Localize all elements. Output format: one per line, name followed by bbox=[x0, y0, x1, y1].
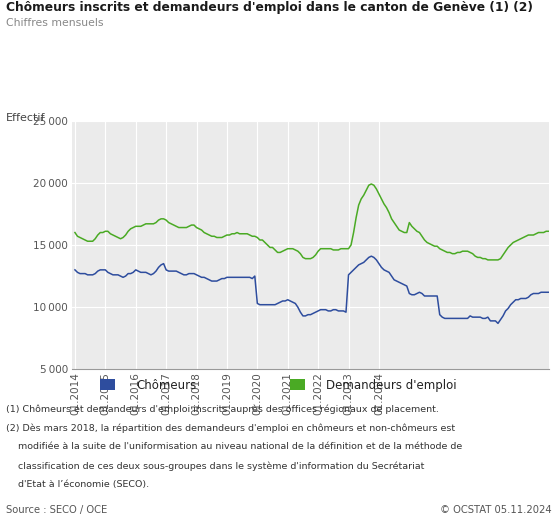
Text: Chômeurs: Chômeurs bbox=[136, 379, 197, 392]
Text: (1) Chômeurs et demandeurs d'emploi inscrits auprès des offices régionaux de pla: (1) Chômeurs et demandeurs d'emploi insc… bbox=[6, 405, 438, 414]
Text: Demandeurs d'emploi: Demandeurs d'emploi bbox=[326, 379, 457, 392]
Text: © OCSTAT 05.11.2024: © OCSTAT 05.11.2024 bbox=[440, 505, 551, 515]
Text: modifiée à la suite de l'uniformisation au niveau national de la définition et d: modifiée à la suite de l'uniformisation … bbox=[6, 442, 462, 451]
Text: Source : SECO / OCE: Source : SECO / OCE bbox=[6, 505, 107, 515]
Text: Chiffres mensuels: Chiffres mensuels bbox=[6, 18, 103, 28]
Text: Chômeurs inscrits et demandeurs d'emploi dans le canton de Genève (1) (2): Chômeurs inscrits et demandeurs d'emploi… bbox=[6, 1, 532, 14]
Text: d'Etat à l’économie (SECO).: d'Etat à l’économie (SECO). bbox=[6, 480, 149, 489]
Text: classification de ces deux sous-groupes dans le système d'information du Secréta: classification de ces deux sous-groupes … bbox=[6, 461, 424, 471]
Text: (2) Dès mars 2018, la répartition des demandeurs d'emploi en chômeurs et non-chô: (2) Dès mars 2018, la répartition des de… bbox=[6, 423, 455, 433]
Text: Effectif: Effectif bbox=[6, 113, 45, 123]
